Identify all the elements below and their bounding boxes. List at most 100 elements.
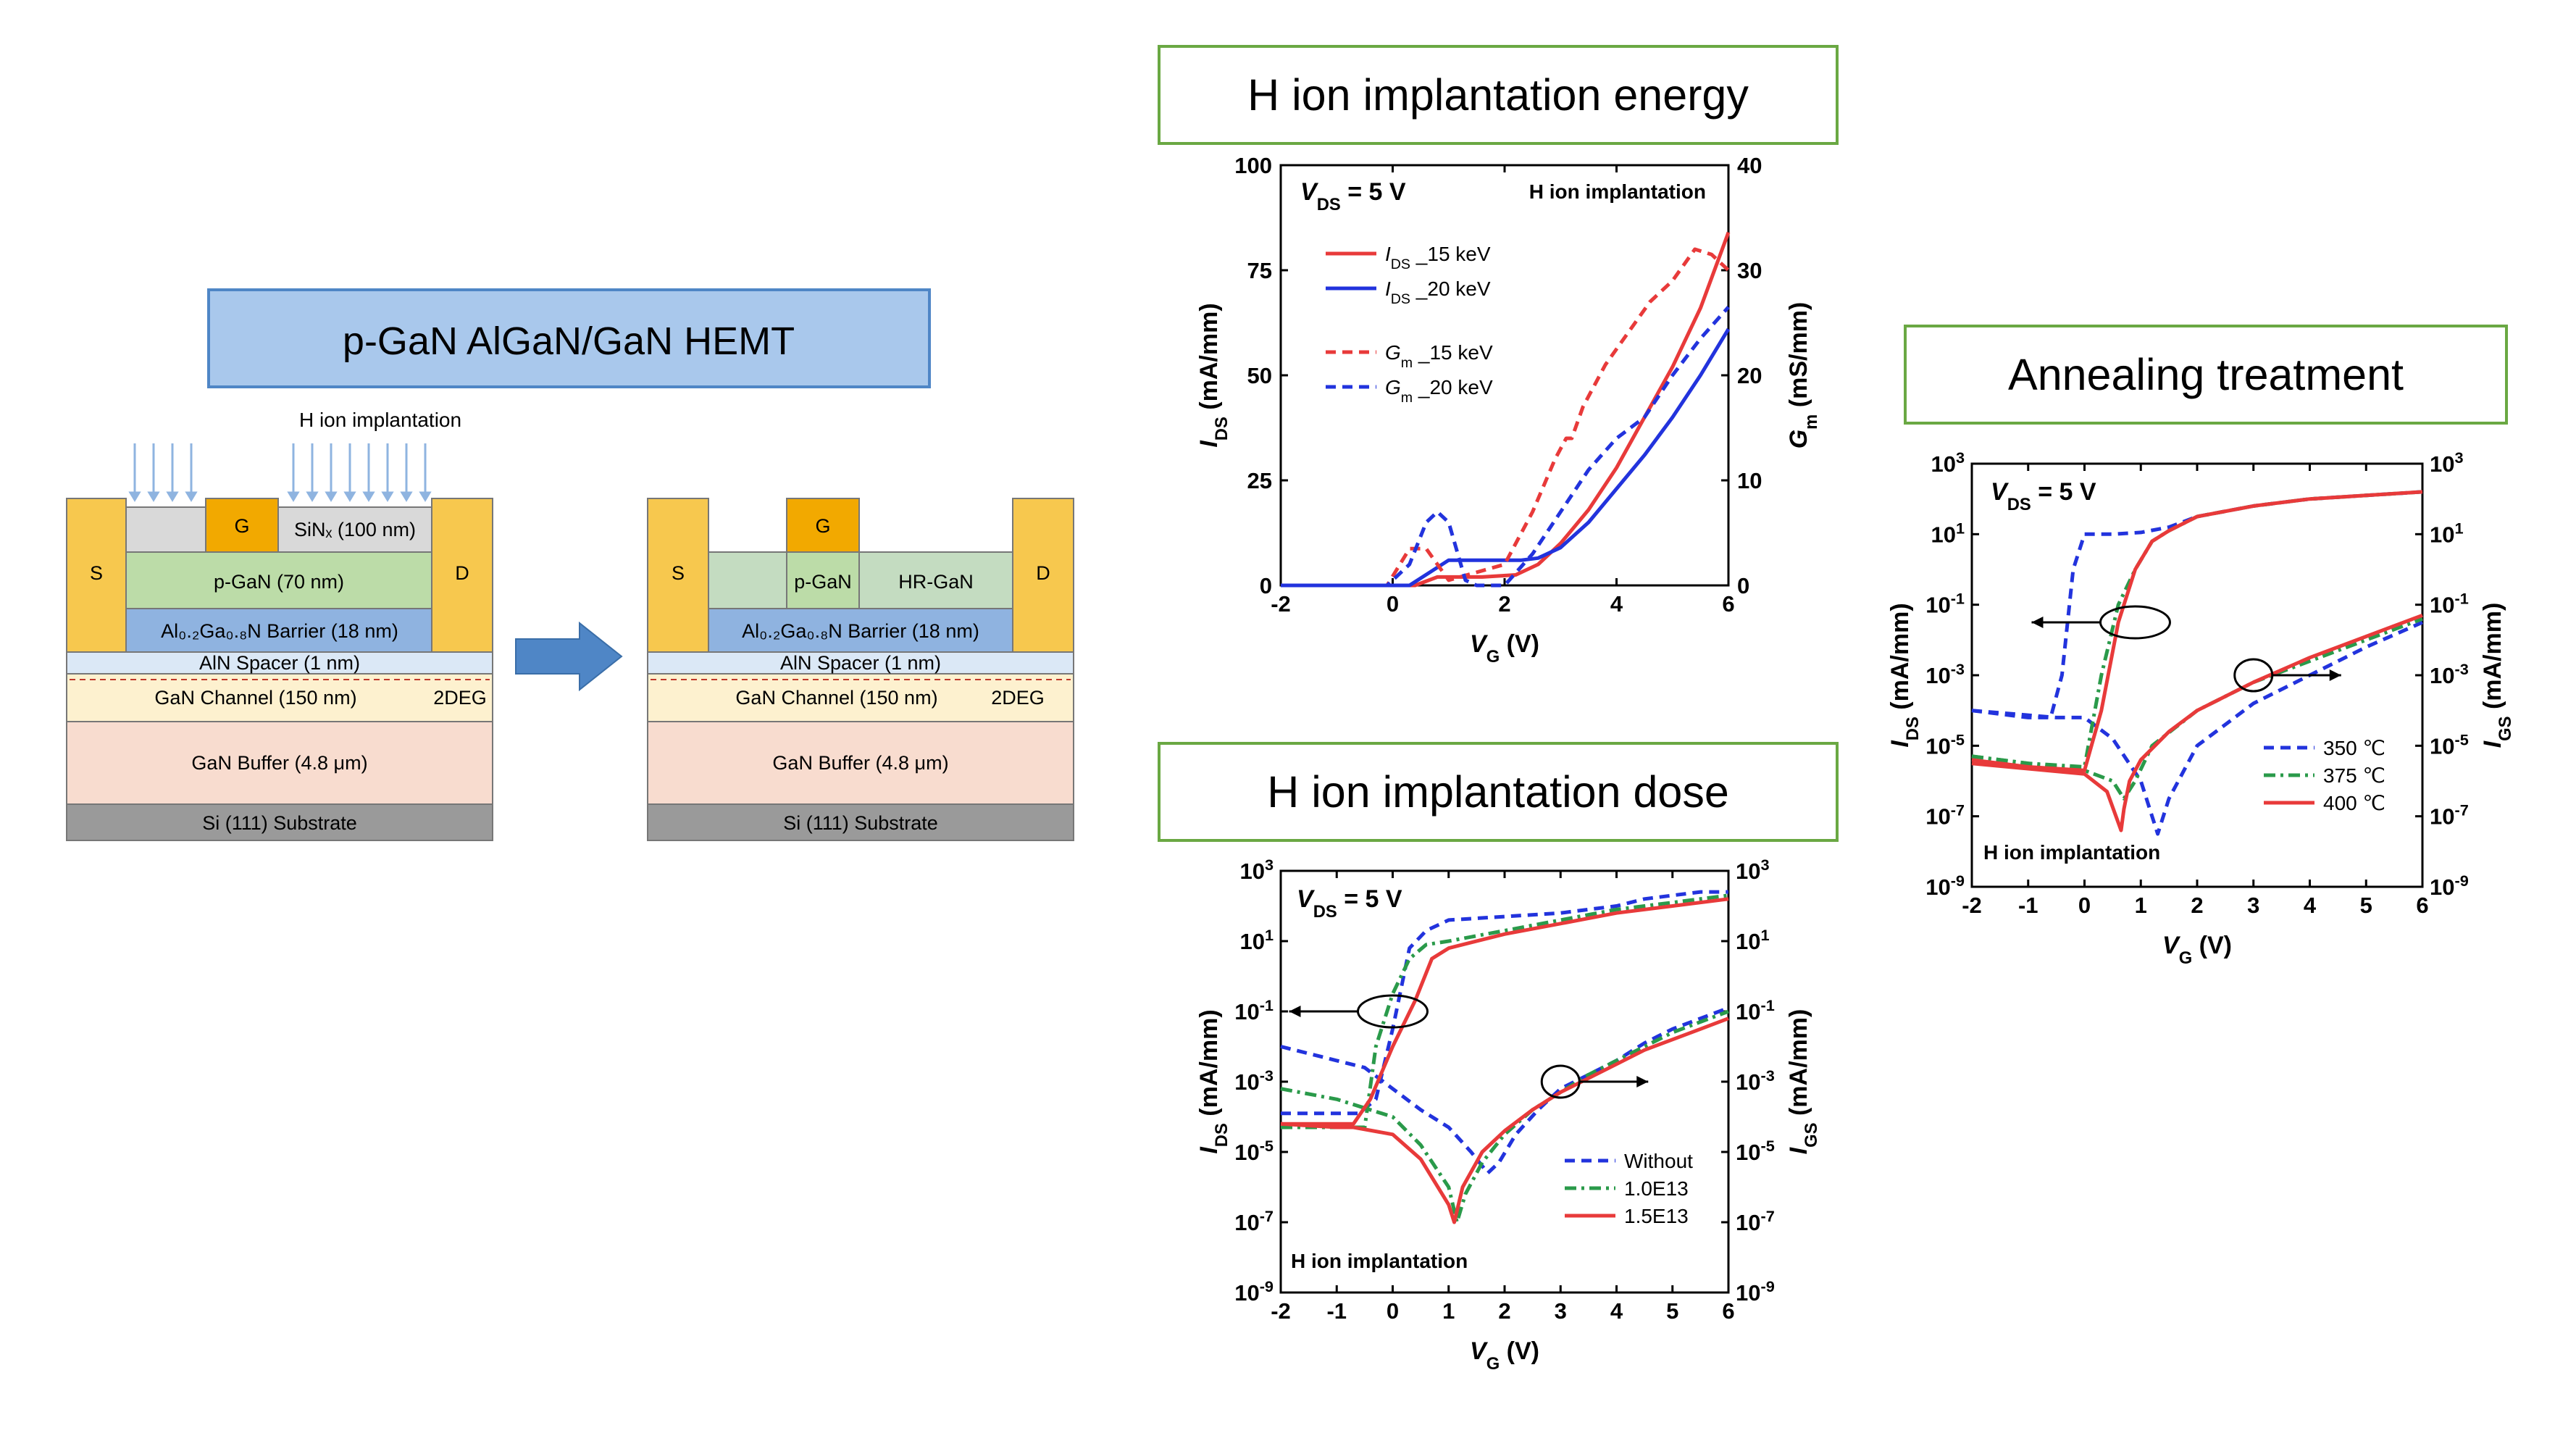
y-tick-label: 25 <box>1247 468 1272 493</box>
drain-contact <box>1012 498 1074 653</box>
axis-indicator-arrowhead <box>1289 1006 1301 1017</box>
source-label: S <box>90 562 103 584</box>
legend-label: 350 ℃ <box>2323 737 2385 759</box>
twodeg-label: 2DEG <box>991 687 1045 709</box>
x-axis-label: VG (V) <box>1470 1337 1539 1374</box>
device-diagram: p-GaN AlGaN/GaN HEMT H ion implantation <box>66 288 1074 841</box>
y2-tick-label: 10-1 <box>2430 589 2469 618</box>
spacer-layer <box>66 651 493 675</box>
x-tick-label: 2 <box>1498 591 1510 617</box>
x-tick-label: -1 <box>1326 1298 1347 1324</box>
plot-frame <box>1970 462 2424 888</box>
device-before <box>66 498 493 841</box>
series-line <box>1280 1009 1729 1224</box>
y2-tick-label: 10-9 <box>1736 1277 1775 1306</box>
y2-axis-label: IGS (mA/mm) <box>1785 1009 1821 1155</box>
implant-arrow <box>166 443 179 502</box>
implant-label: H ion implantation <box>299 409 461 431</box>
y-tick-label: 103 <box>1239 856 1274 885</box>
series-line <box>1971 617 2423 801</box>
implant-arrow <box>306 443 319 502</box>
pgan-label: p-GaN <box>794 571 852 593</box>
vds-annotation: VDS = 5 V <box>1991 478 2096 514</box>
series-line <box>1281 247 1730 588</box>
x-tick-label: 4 <box>1610 1298 1623 1324</box>
y2-tick-label: 0 <box>1737 573 1749 598</box>
implant-arrow <box>128 443 141 502</box>
y-tick-label: 10-7 <box>1925 801 1965 830</box>
spacer-label: AlN Spacer (1 nm) <box>199 652 360 674</box>
caption-text: Annealing treatment <box>2008 350 2404 399</box>
legend-label: IDS _20 keV <box>1385 277 1491 307</box>
y-tick-label: 50 <box>1247 363 1272 388</box>
substrate-label: Si (111) Substrate <box>202 812 357 834</box>
series-line <box>1971 490 2423 772</box>
legend-label: 400 ℃ <box>2323 792 2385 814</box>
legend-label: 375 ℃ <box>2323 764 2385 787</box>
x-axis-label: VG (V) <box>1470 630 1539 667</box>
y2-tick-label: 10-3 <box>2430 660 2469 689</box>
caption-box <box>1158 45 1839 145</box>
y2-tick-label: 40 <box>1737 153 1762 178</box>
y2-tick-label: 20 <box>1737 363 1762 388</box>
series-line <box>1281 897 1729 1126</box>
barrier-label: Al₀.₂Ga₀.₈N Barrier (18 nm) <box>161 620 398 642</box>
caption-text: H ion implantation energy <box>1247 70 1749 120</box>
drain-label: D <box>1036 562 1050 584</box>
caption-box <box>1904 325 2508 425</box>
y-tick-label: 10-9 <box>1234 1277 1274 1306</box>
series-line <box>1281 890 1728 1116</box>
chart-note: H ion implantation <box>1529 180 1706 203</box>
x-tick-label: -2 <box>1271 1298 1291 1324</box>
x-tick-label: 0 <box>1387 591 1399 617</box>
chart-dose: -2 -1 0 1 2 3 4 5 6 103 103 101 101 10-1 10-1 10-3 10-3 1… <box>1195 856 1821 1374</box>
barrier-layer <box>66 608 493 653</box>
legend-label: Without <box>1624 1150 1693 1172</box>
hrgan-left-layer <box>708 551 787 609</box>
y2-tick-label: 101 <box>1736 926 1770 955</box>
series-line <box>1280 1016 1729 1224</box>
twodeg-label: 2DEG <box>433 687 487 709</box>
x-tick-label: 4 <box>1610 591 1623 617</box>
x-tick-label: 3 <box>1555 1298 1567 1324</box>
y-tick-label: 0 <box>1260 573 1272 598</box>
y2-tick-label: 103 <box>1736 856 1770 885</box>
source-contact <box>66 498 127 653</box>
chart-note: H ion implantation <box>1983 841 2160 864</box>
caption-anneal: Annealing treatment <box>1904 325 2508 425</box>
y2-tick-label: 10-9 <box>2430 872 2469 901</box>
y2-tick-label: 30 <box>1737 258 1762 283</box>
substrate-layer <box>647 803 1074 841</box>
caption-box <box>1158 742 1839 842</box>
y2-tick-label: 103 <box>2430 448 2464 477</box>
diagram-title: p-GaN AlGaN/GaN HEMT <box>343 320 795 363</box>
implant-arrow <box>400 443 413 502</box>
caption-dose: H ion implantation dose <box>1158 742 1839 842</box>
series-line <box>1281 306 1730 588</box>
y2-tick-label: 10-1 <box>1736 996 1775 1025</box>
chart-anneal: -2 -1 0 1 2 3 4 5 6 103 103 101 101 10-1 10-1 10-3 10-3 1… <box>1886 448 2515 968</box>
vds-annotation: VDS = 5 V <box>1300 178 1406 214</box>
gate-contact <box>786 498 860 553</box>
x-tick-label: 0 <box>1387 1298 1399 1324</box>
caption-energy: H ion implantation energy <box>1158 45 1839 145</box>
y2-tick-label: 10 <box>1737 468 1762 493</box>
series-line <box>1281 327 1731 588</box>
channel-label: GaN Channel (150 nm) <box>154 687 356 709</box>
buffer-label: GaN Buffer (4.8 μm) <box>191 752 367 774</box>
caption-text: H ion implantation dose <box>1267 767 1729 817</box>
implant-arrows <box>128 443 432 502</box>
y2-tick-label: 101 <box>2430 519 2464 548</box>
y-tick-label: 101 <box>1931 519 1965 548</box>
substrate-label: Si (111) Substrate <box>783 812 938 834</box>
series-line <box>1281 231 1731 588</box>
device-after-labels: S G D p-GaN HR-GaN Al₀.₂Ga₀.₈N Barrier (… <box>672 515 1050 834</box>
device-after <box>647 498 1074 841</box>
axis-indicator-ellipse <box>1357 994 1429 1029</box>
y-tick-label: 10-1 <box>1925 589 1965 618</box>
x-tick-label: 5 <box>1666 1298 1678 1324</box>
y2-tick-label: 10-3 <box>1736 1066 1775 1095</box>
axis-indicator-ellipse <box>2099 605 2171 640</box>
x-tick-label: 0 <box>2078 893 2091 918</box>
